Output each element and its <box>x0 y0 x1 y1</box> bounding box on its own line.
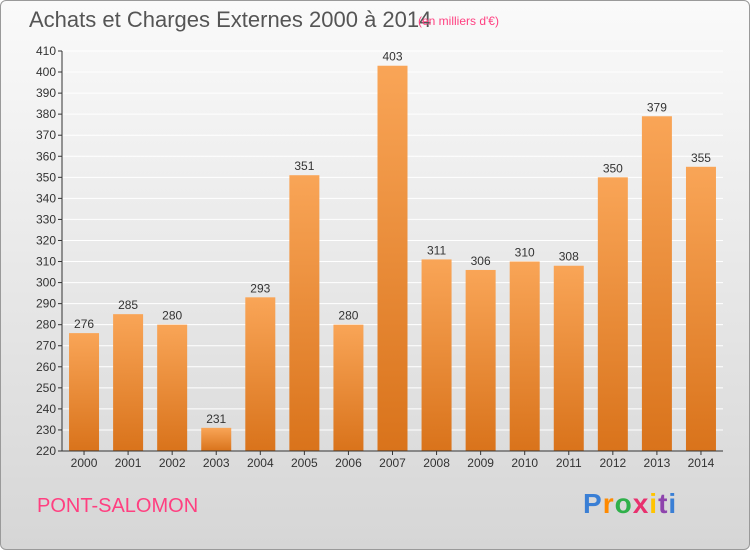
data-label: 379 <box>647 100 667 114</box>
bar-2003 <box>201 427 232 451</box>
commune-name: PONT-SALOMON <box>37 495 199 517</box>
bar-2005 <box>289 175 320 452</box>
data-label: 310 <box>515 246 535 260</box>
bar-2002 <box>157 324 188 451</box>
y-tick-label: 360 <box>36 149 56 163</box>
data-label: 311 <box>427 243 446 257</box>
chart-subtitle: (en milliers d'€) <box>418 14 499 28</box>
x-tick-label: 2007 <box>379 456 406 470</box>
data-label: 350 <box>603 161 623 175</box>
bar-2004 <box>245 297 276 451</box>
y-tick-label: 300 <box>36 276 56 290</box>
y-tick-label: 380 <box>36 107 56 121</box>
y-tick-label: 230 <box>36 423 56 437</box>
bar-2010 <box>509 261 540 451</box>
chart-title: Achats et Charges Externes 2000 à 2014 <box>29 7 432 32</box>
bar-2009 <box>465 269 496 451</box>
brand-letter: i <box>649 488 659 519</box>
data-label: 231 <box>206 412 226 426</box>
x-tick-label: 2013 <box>644 456 671 470</box>
y-tick-label: 270 <box>36 339 56 353</box>
x-tick-label: 2008 <box>423 456 450 470</box>
y-tick-label: 330 <box>36 212 56 226</box>
y-tick-label: 280 <box>36 318 56 332</box>
y-tick-label: 310 <box>36 255 56 269</box>
data-label: 403 <box>382 50 402 64</box>
brand-letter: r <box>602 488 615 519</box>
bar-2013 <box>641 116 672 452</box>
y-tick-label: 340 <box>36 191 56 205</box>
brand-letter: x <box>632 488 650 519</box>
data-label: 355 <box>691 151 711 165</box>
data-label: 308 <box>559 250 579 264</box>
bars: 276 285 280 231 293 351 280 403 311 306 310 308 350 3… <box>69 50 716 452</box>
x-tick-label: 2012 <box>599 456 626 470</box>
bar-2001 <box>113 314 144 451</box>
axes: 220 230 240 250 260 270 280 290 300 310 320 330 340 3… <box>36 44 723 470</box>
x-tick-label: 2001 <box>115 456 142 470</box>
data-label: 293 <box>250 281 270 295</box>
y-tick-label: 290 <box>36 297 56 311</box>
x-tick-label: 2010 <box>511 456 538 470</box>
y-tick-label: 390 <box>36 86 56 100</box>
y-tick-label: 370 <box>36 128 56 142</box>
x-tick-label: 2005 <box>291 456 318 470</box>
y-tick-label: 400 <box>36 65 56 79</box>
x-tick-label: 2014 <box>688 456 715 470</box>
y-tick-label: 240 <box>36 402 56 416</box>
x-tick-label: 2000 <box>71 456 98 470</box>
brand-letter: i <box>668 488 678 519</box>
x-tick-label: 2002 <box>159 456 186 470</box>
data-label: 276 <box>74 317 94 331</box>
x-tick-label: 2011 <box>556 456 582 470</box>
brand-letter: t <box>658 488 669 519</box>
y-tick-label: 320 <box>36 233 56 247</box>
bar-2007 <box>377 65 408 451</box>
x-tick-label: 2009 <box>467 456 494 470</box>
bar-2000 <box>69 333 100 451</box>
bar-2011 <box>553 265 584 451</box>
brand-letter: o <box>614 488 633 519</box>
bar-2006 <box>333 324 364 451</box>
data-label: 280 <box>162 309 182 323</box>
x-tick-label: 2003 <box>203 456 230 470</box>
data-label: 306 <box>471 254 491 268</box>
y-tick-label: 250 <box>36 381 56 395</box>
bar-2012 <box>597 177 628 451</box>
y-tick-label: 410 <box>36 44 56 58</box>
data-label: 285 <box>118 298 138 312</box>
proxiti-logo: Proxiti <box>583 488 677 520</box>
data-label: 280 <box>338 309 358 323</box>
y-tick-label: 220 <box>36 444 56 458</box>
brand-letter: P <box>583 488 603 519</box>
x-tick-label: 2006 <box>335 456 362 470</box>
y-tick-label: 260 <box>36 360 56 374</box>
y-tick-label: 350 <box>36 170 56 184</box>
bar-2008 <box>421 259 452 451</box>
bar-2014 <box>685 166 716 451</box>
data-label: 351 <box>294 159 314 173</box>
x-tick-label: 2004 <box>247 456 274 470</box>
